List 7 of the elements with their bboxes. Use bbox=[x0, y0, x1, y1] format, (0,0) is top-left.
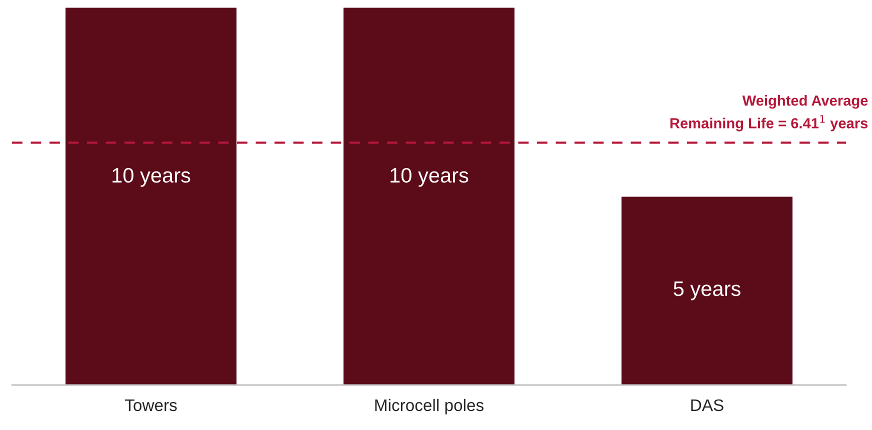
x-tick-label: Microcell poles bbox=[375, 398, 484, 414]
data-label: 10 years bbox=[390, 168, 468, 187]
ref-line-label: Weighted Average Remaining Life = 6.41$^{1}$ years bbox=[670, 95, 868, 132]
data-label: 10 years bbox=[112, 168, 190, 187]
x-tick-label: DAS bbox=[691, 399, 724, 412]
x-tick-label: Towers bbox=[124, 400, 177, 412]
data-label: 5 years bbox=[674, 282, 740, 300]
